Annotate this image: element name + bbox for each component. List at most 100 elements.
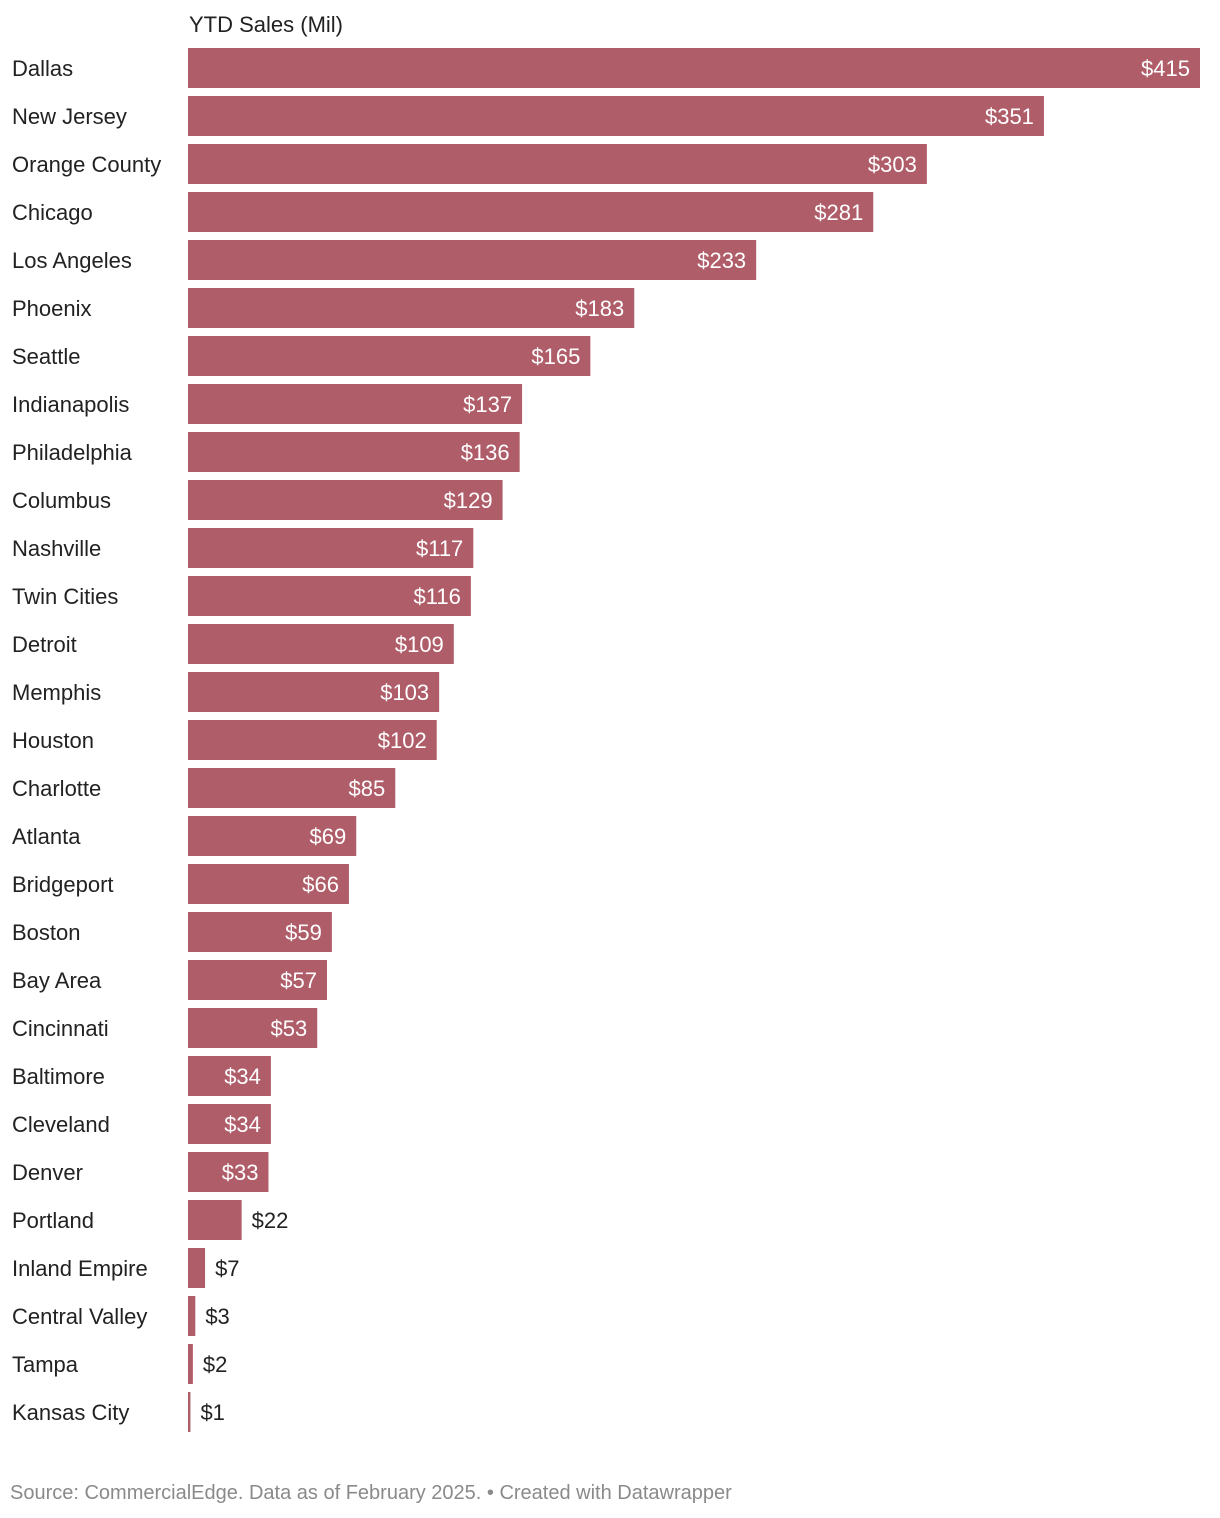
category-label: Philadelphia (12, 440, 133, 465)
bar (188, 672, 440, 712)
category-label: Detroit (12, 632, 77, 657)
value-label: $7 (215, 1256, 239, 1281)
category-label: Phoenix (12, 296, 92, 321)
bar-row: Orange County $303 (12, 144, 927, 184)
bar-row: Charlotte $85 (12, 768, 396, 808)
column-header: YTD Sales (Mil) (189, 12, 343, 37)
bar (188, 48, 1200, 88)
bar (188, 1248, 206, 1288)
bar (188, 240, 757, 280)
value-label: $117 (416, 536, 463, 561)
bar (188, 624, 454, 664)
bar-row: Seattle $165 (12, 336, 591, 376)
value-label: $3 (205, 1304, 229, 1329)
category-label: Inland Empire (12, 1256, 148, 1281)
chart-rows: Dallas $415 New Jersey $351 Orange County $30… (12, 48, 1200, 1432)
value-label: $66 (302, 872, 339, 897)
value-label: $281 (814, 200, 863, 225)
category-label: Cincinnati (12, 1016, 109, 1041)
bar (188, 864, 349, 904)
category-label: Los Angeles (12, 248, 132, 273)
value-label: $33 (222, 1160, 259, 1185)
bar-row: Baltimore $34 (12, 1056, 271, 1096)
bar-row: Twin Cities $116 (12, 576, 471, 616)
value-label: $165 (531, 344, 580, 369)
bar (188, 96, 1044, 136)
bar (188, 1008, 318, 1048)
value-label: $102 (378, 728, 427, 753)
bar-row: Kansas City $1 (12, 1392, 225, 1432)
value-label: $183 (575, 296, 624, 321)
category-label: Indianapolis (12, 392, 129, 417)
bar-row: Los Angeles $233 (12, 240, 757, 280)
category-label: Memphis (12, 680, 101, 705)
category-label: Atlanta (12, 824, 81, 849)
value-label: $1 (200, 1400, 224, 1425)
bar-row: Philadelphia $136 (12, 432, 520, 472)
bar-row: Houston $102 (12, 720, 437, 760)
category-label: New Jersey (12, 104, 127, 129)
bar-row: Dallas $415 (12, 48, 1200, 88)
bar-row: Denver $33 (12, 1152, 269, 1192)
value-label: $53 (271, 1016, 308, 1041)
bar (188, 912, 332, 952)
bar-row: Chicago $281 (12, 192, 874, 232)
bar (188, 960, 327, 1000)
category-label: Boston (12, 920, 81, 945)
bar-row: Bay Area $57 (12, 960, 327, 1000)
bar-row: Atlanta $69 (12, 816, 357, 856)
bar (188, 816, 357, 856)
bar (188, 1104, 271, 1144)
value-label: $415 (1141, 56, 1190, 81)
value-label: $69 (310, 824, 347, 849)
category-label: Nashville (12, 536, 101, 561)
category-label: Baltimore (12, 1064, 105, 1089)
bar-row: Inland Empire $7 (12, 1248, 240, 1288)
bar (188, 432, 520, 472)
bar (188, 1152, 269, 1192)
bar (188, 720, 437, 760)
value-label: $233 (697, 248, 746, 273)
category-label: Central Valley (12, 1304, 147, 1329)
bar-row: New Jersey $351 (12, 96, 1044, 136)
bar-row: Cleveland $34 (12, 1104, 271, 1144)
bar-row: Cincinnati $53 (12, 1008, 318, 1048)
source-footer: Source: CommercialEdge. Data as of Febru… (10, 1482, 732, 1504)
bar (188, 528, 474, 568)
bar (188, 336, 591, 376)
value-label: $303 (868, 152, 917, 177)
category-label: Cleveland (12, 1112, 110, 1137)
bar-row: Nashville $117 (12, 528, 474, 568)
category-label: Tampa (12, 1352, 79, 1377)
category-label: Chicago (12, 200, 93, 225)
value-label: $59 (285, 920, 322, 945)
value-label: $2 (203, 1352, 227, 1377)
category-label: Charlotte (12, 776, 101, 801)
bar-row: Indianapolis $137 (12, 384, 523, 424)
bar (188, 1200, 242, 1240)
bar (188, 192, 874, 232)
bar-row: Phoenix $183 (12, 288, 635, 328)
value-label: $22 (252, 1208, 289, 1233)
bar-row: Boston $59 (12, 912, 332, 952)
category-label: Columbus (12, 488, 111, 513)
category-label: Dallas (12, 56, 73, 81)
bar-chart: YTD Sales (Mil) Dallas $415 New Jersey $351… (12, 12, 1200, 1432)
bar-row: Memphis $103 (12, 672, 440, 712)
bar-row: Columbus $129 (12, 480, 503, 520)
category-label: Seattle (12, 344, 81, 369)
value-label: $34 (224, 1064, 261, 1089)
value-label: $85 (349, 776, 386, 801)
bar (188, 144, 927, 184)
bar (188, 768, 396, 808)
bar-row: Bridgeport $66 (12, 864, 349, 904)
category-label: Houston (12, 728, 94, 753)
category-label: Bridgeport (12, 872, 114, 897)
category-label: Kansas City (12, 1400, 129, 1425)
value-label: $57 (280, 968, 317, 993)
bar (188, 1296, 196, 1336)
value-label: $351 (985, 104, 1034, 129)
bar-row: Portland $22 (12, 1200, 288, 1240)
value-label: $34 (224, 1112, 261, 1137)
